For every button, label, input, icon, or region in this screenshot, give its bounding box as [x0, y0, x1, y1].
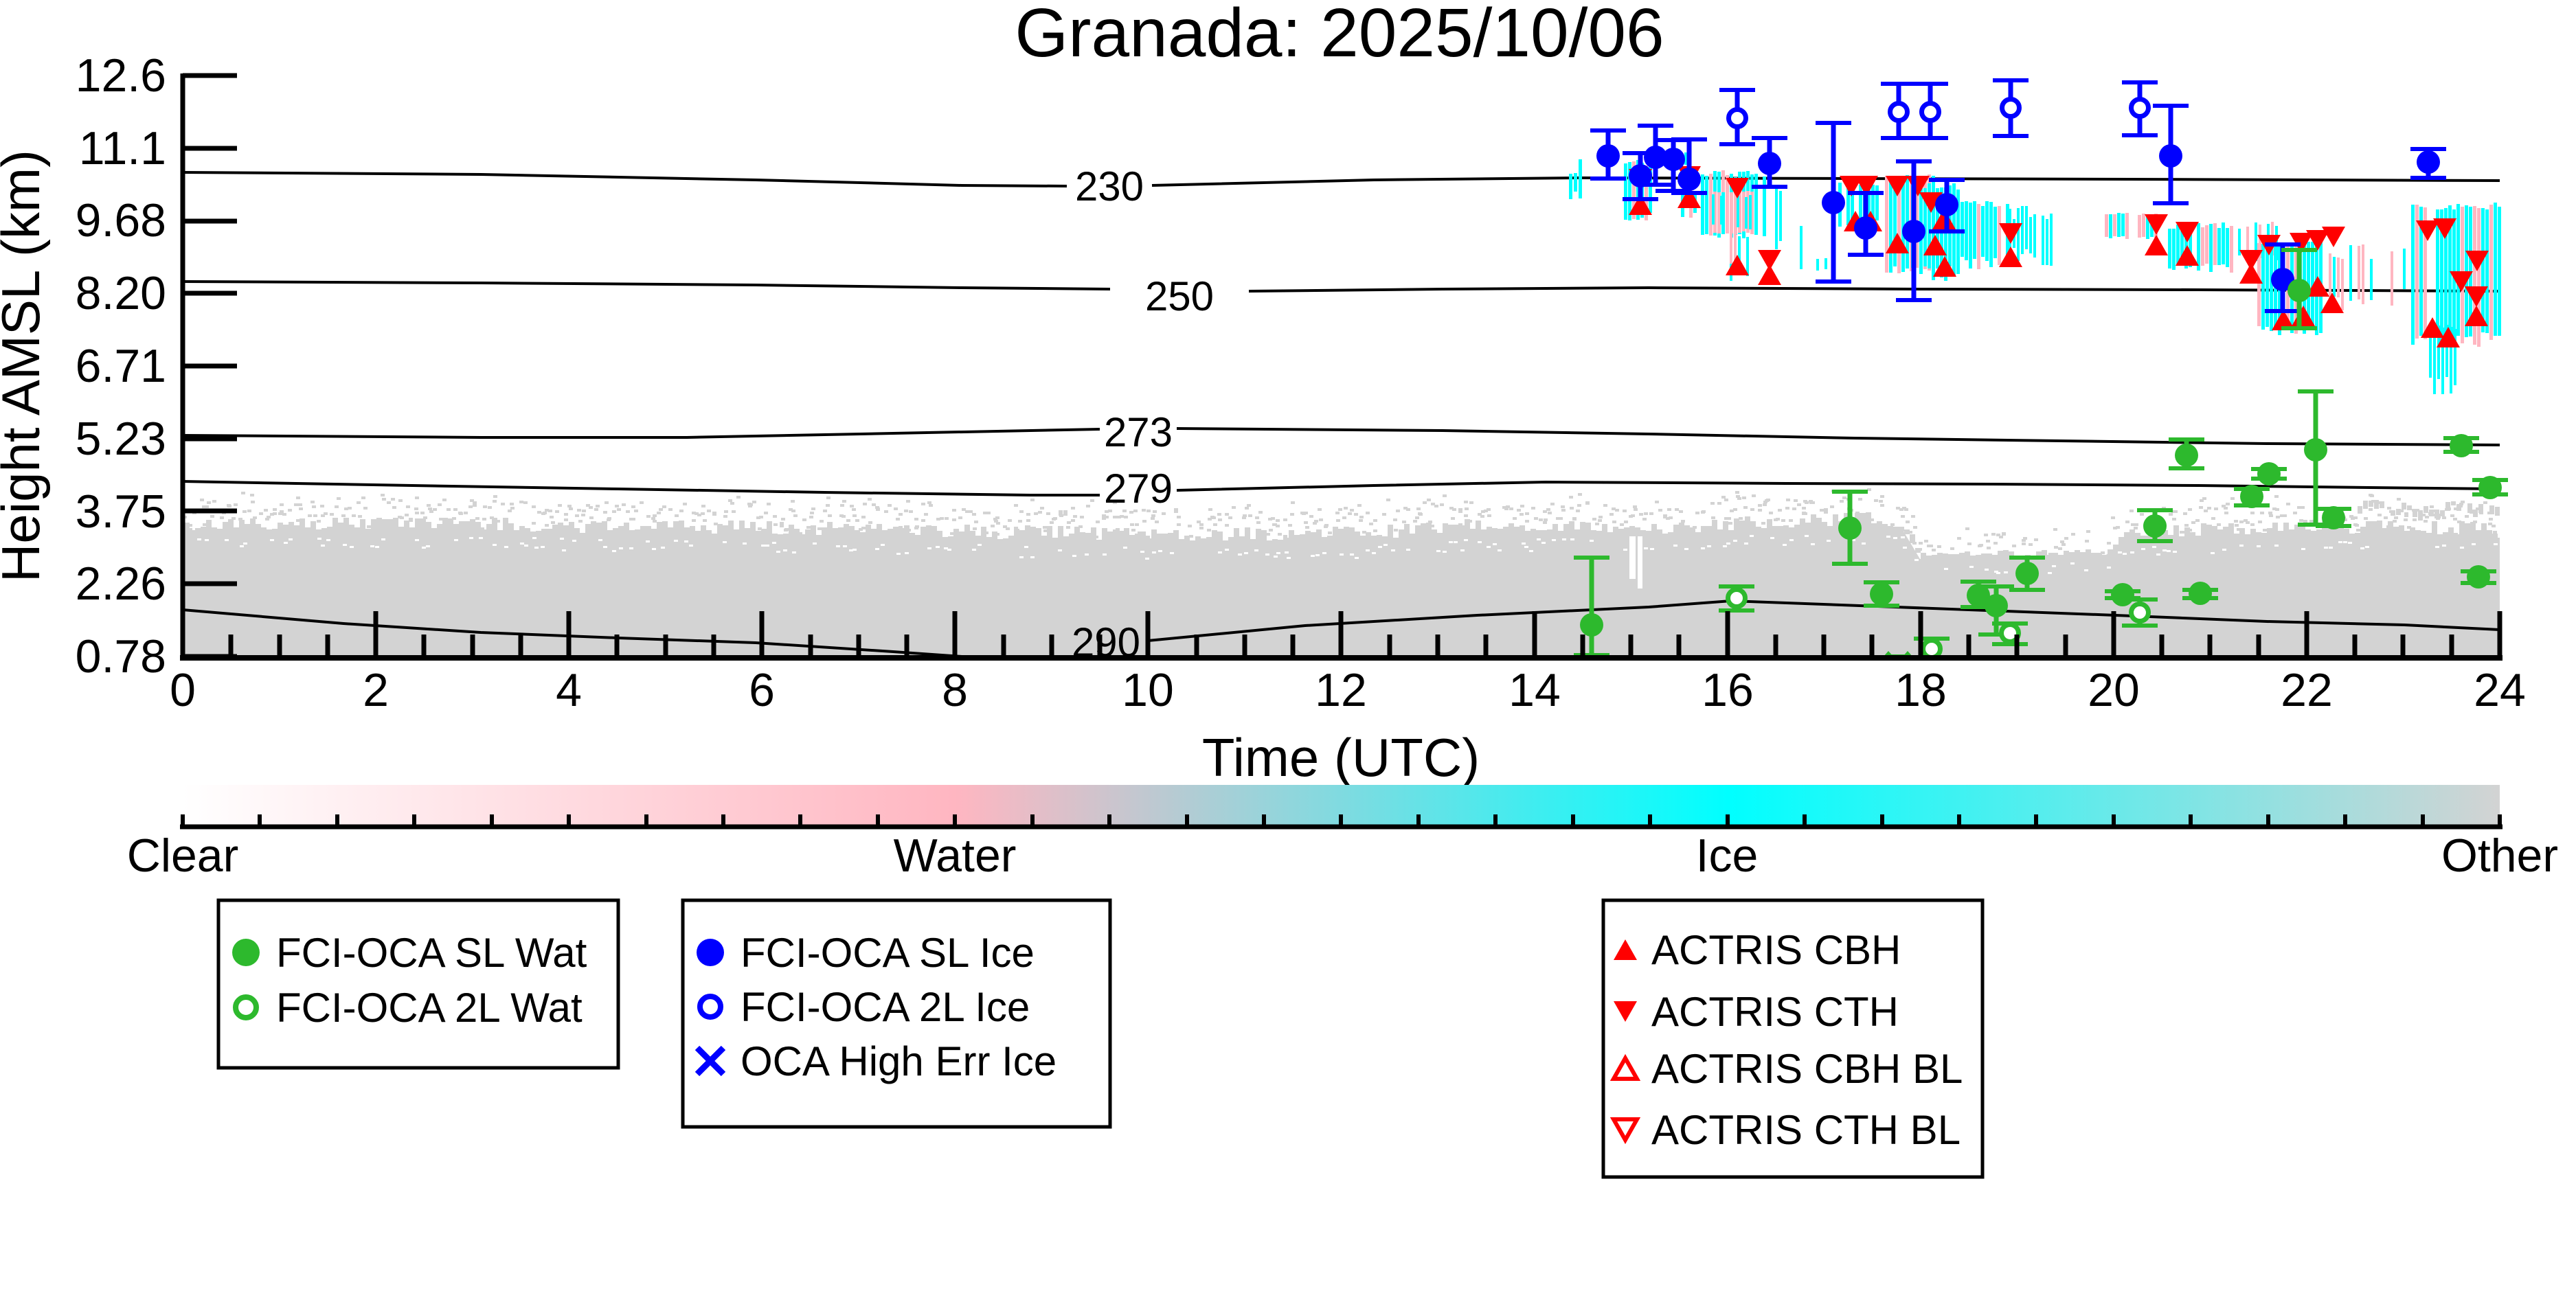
- svg-text:FCI-OCA SL Wat: FCI-OCA SL Wat: [276, 930, 587, 976]
- svg-text:Height AMSL (km): Height AMSL (km): [0, 150, 51, 582]
- svg-text:2.26: 2.26: [76, 558, 166, 610]
- svg-text:4: 4: [556, 664, 582, 716]
- svg-text:250: 250: [1145, 273, 1214, 319]
- svg-text:ACTRIS CTH: ACTRIS CTH: [1651, 989, 1899, 1035]
- svg-text:16: 16: [1702, 664, 1754, 716]
- svg-text:FCI-OCA 2L Ice: FCI-OCA 2L Ice: [741, 984, 1030, 1030]
- svg-text:230: 230: [1075, 163, 1144, 209]
- svg-text:24: 24: [2474, 664, 2526, 716]
- svg-text:8: 8: [942, 664, 968, 716]
- svg-text:Ice: Ice: [1696, 830, 1759, 882]
- svg-text:9.68: 9.68: [76, 194, 166, 247]
- svg-text:Other: Other: [2441, 830, 2558, 882]
- svg-text:18: 18: [1895, 664, 1947, 716]
- svg-text:0: 0: [170, 664, 196, 716]
- svg-text:12.6: 12.6: [76, 49, 166, 102]
- svg-text:2: 2: [363, 664, 389, 716]
- svg-text:0.78: 0.78: [76, 630, 166, 683]
- svg-text:Granada: 2025/10/06: Granada: 2025/10/06: [1015, 0, 1664, 71]
- svg-text:OCA High Err Ice: OCA High Err Ice: [741, 1038, 1057, 1084]
- svg-text:Clear: Clear: [127, 830, 239, 882]
- svg-text:12: 12: [1315, 664, 1367, 716]
- svg-text:FCI-OCA 2L Wat: FCI-OCA 2L Wat: [276, 985, 583, 1031]
- svg-text:Time (UTC): Time (UTC): [1202, 727, 1480, 788]
- svg-text:5.23: 5.23: [76, 413, 166, 465]
- svg-text:3.75: 3.75: [76, 485, 166, 538]
- svg-text:8.20: 8.20: [76, 267, 166, 319]
- svg-text:10: 10: [1122, 664, 1174, 716]
- svg-text:20: 20: [2088, 664, 2140, 716]
- svg-text:6.71: 6.71: [76, 340, 166, 392]
- svg-text:14: 14: [1509, 664, 1561, 716]
- svg-text:6: 6: [749, 664, 775, 716]
- svg-text:ACTRIS CBH BL: ACTRIS CBH BL: [1651, 1046, 1963, 1092]
- svg-text:279: 279: [1104, 466, 1173, 512]
- svg-text:ACTRIS CBH: ACTRIS CBH: [1651, 927, 1901, 973]
- svg-text:FCI-OCA SL Ice: FCI-OCA SL Ice: [741, 930, 1035, 976]
- svg-text:273: 273: [1104, 409, 1173, 455]
- svg-text:ACTRIS CTH BL: ACTRIS CTH BL: [1651, 1107, 1961, 1153]
- svg-text:Water: Water: [894, 830, 1017, 882]
- svg-text:11.1: 11.1: [79, 122, 166, 174]
- svg-text:22: 22: [2281, 664, 2333, 716]
